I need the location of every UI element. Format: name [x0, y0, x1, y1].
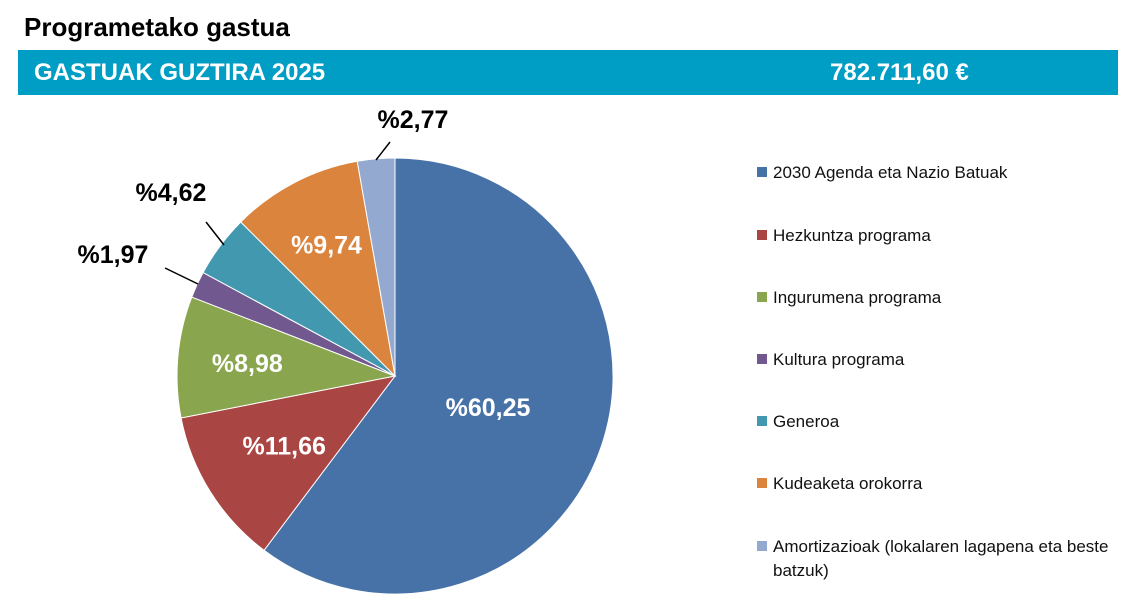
pie-slice-2 [180, 375, 397, 551]
legend-swatch [757, 292, 767, 302]
legend-swatch [757, 354, 767, 364]
slice-label-5: %4,62 [136, 179, 207, 207]
leader-line-7 [375, 141, 391, 161]
legend-label: 2030 Agenda eta Nazio Batuak [773, 163, 1008, 182]
legend-label: Amortizazioak (lokalaren lagapena eta be… [773, 537, 1109, 580]
banner-total: 782.711,60 € [830, 59, 969, 86]
slice-label-6: %9,74 [291, 232, 362, 260]
pie-slice-3 [176, 296, 397, 419]
legend-swatch [757, 230, 767, 240]
legend-label: Generoa [773, 412, 840, 431]
leader-line-5 [205, 221, 225, 246]
slice-label-3: %8,98 [212, 350, 283, 378]
legend-item: Generoa [757, 410, 1123, 434]
slice-label-4: %1,97 [78, 241, 149, 269]
legend-swatch [757, 416, 767, 426]
legend-item: 2030 Agenda eta Nazio Batuak [757, 161, 1123, 185]
legend: 2030 Agenda eta Nazio Batuak Hezkuntza pr… [757, 0, 1127, 606]
legend-item: Kultura programa [757, 348, 1123, 372]
legend-label: Hezkuntza programa [773, 226, 931, 245]
legend-label: Kudeaketa orokorra [773, 474, 923, 493]
slice-label-2: %11,66 [242, 432, 325, 460]
page-title: Programetako gastua [24, 12, 290, 42]
legend-item: Kudeaketa orokorra [757, 472, 1123, 496]
legend-label: Ingurumena programa [773, 288, 942, 307]
pie-slice-1 [263, 157, 614, 595]
legend-label: Kultura programa [773, 350, 905, 369]
legend-item: Ingurumena programa [757, 286, 1123, 310]
slice-label-1: %60,25 [446, 394, 531, 422]
legend-item: Amortizazioak (lokalaren lagapena eta be… [757, 535, 1123, 583]
legend-swatch [757, 541, 767, 551]
slice-label-7: %2,77 [378, 106, 449, 134]
legend-item: Hezkuntza programa [757, 224, 1123, 248]
legend-swatch [757, 167, 767, 177]
banner-label: GASTUAK GUZTIRA 2025 [34, 59, 326, 86]
total-banner: GASTUAK GUZTIRA 2025 782.711,60 € [18, 50, 1118, 95]
pie-slice-6 [240, 160, 396, 378]
leader-line-4 [164, 267, 199, 285]
legend-swatch [757, 478, 767, 488]
